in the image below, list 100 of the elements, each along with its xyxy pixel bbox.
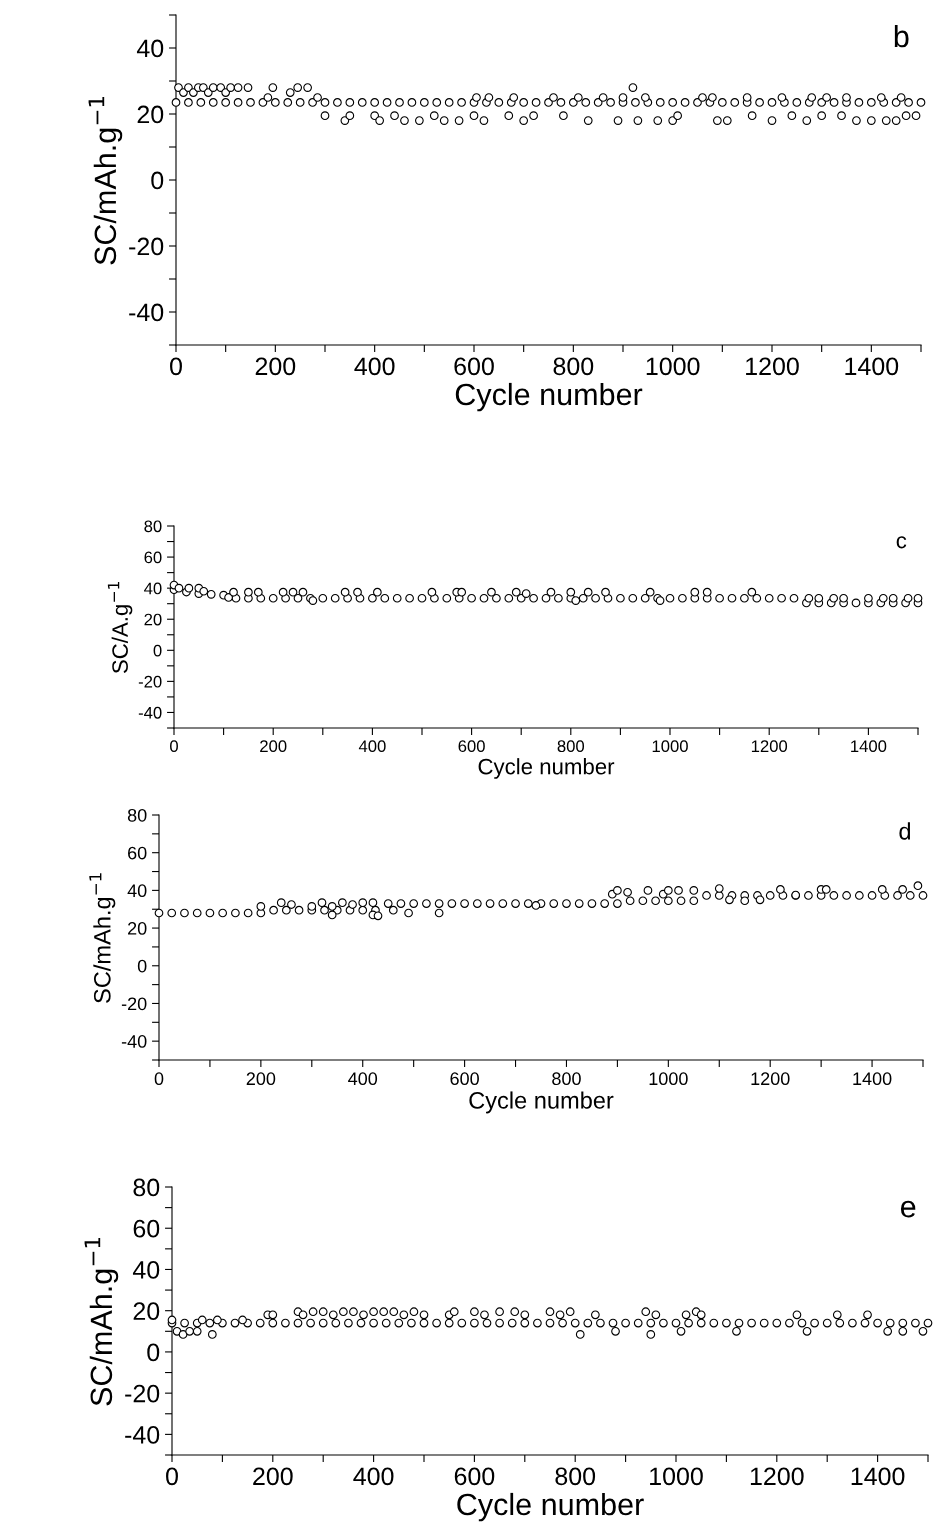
x-tick-label: 800 — [553, 357, 594, 376]
x-tick-label: 1400 — [851, 1467, 905, 1486]
point — [256, 902, 266, 911]
y-tick-label: 0 — [137, 959, 147, 973]
point — [328, 1310, 338, 1320]
point — [689, 886, 699, 895]
point — [747, 587, 757, 597]
y-tick-label: 40 — [132, 1261, 160, 1279]
point — [566, 587, 576, 597]
annotation: d — [899, 822, 911, 840]
x-tick-label: 200 — [260, 740, 287, 753]
y-tick-label: -40 — [129, 303, 164, 322]
point — [457, 587, 467, 597]
point — [883, 1326, 893, 1336]
point — [792, 1310, 802, 1320]
x-axis-title: Cycle number — [455, 382, 643, 412]
y-tick-label: 40 — [136, 39, 164, 58]
point — [470, 1307, 479, 1317]
point — [732, 1326, 741, 1336]
y-tick-label: 20 — [144, 613, 162, 626]
y-axis-title: SC/A.g$^{−1}$ — [107, 582, 133, 674]
point — [545, 1307, 555, 1317]
x-tick-label: 1000 — [652, 740, 688, 753]
x-tick-label: 1400 — [851, 740, 887, 753]
y-axis-title: SC/mAh.g$^{−1}$ — [89, 873, 116, 1003]
point — [480, 1310, 489, 1320]
point — [338, 898, 347, 907]
x-tick-label: 0 — [166, 1467, 178, 1486]
y-tick-label: 40 — [144, 582, 162, 595]
y-tick-label: 20 — [128, 922, 147, 935]
x-tick-label: 400 — [353, 1467, 394, 1486]
point — [327, 902, 337, 911]
y-axis-title: SC/mAh.g$^{−1}$ — [84, 1237, 119, 1406]
point — [207, 1330, 217, 1339]
point — [829, 593, 839, 603]
x-tick-label: 600 — [458, 740, 485, 753]
x-tick-label: 1400 — [853, 1072, 892, 1086]
y-tick-label: 80 — [133, 1178, 160, 1197]
point — [427, 587, 437, 597]
point — [676, 1326, 686, 1336]
point — [298, 587, 308, 597]
point — [714, 884, 724, 893]
x-tick-label: 1200 — [751, 740, 788, 753]
point — [349, 1307, 358, 1317]
point — [531, 901, 541, 910]
y-tick-label: -20 — [121, 997, 147, 1011]
point — [340, 587, 350, 597]
x-axis-title: Cycle number — [457, 1492, 644, 1522]
point — [696, 1310, 706, 1320]
point — [317, 898, 327, 907]
point — [776, 885, 785, 894]
point — [690, 587, 700, 597]
point — [863, 1310, 872, 1320]
point — [611, 1326, 620, 1336]
point — [389, 1307, 399, 1317]
x-tick-label: 1200 — [751, 1072, 790, 1086]
point — [583, 587, 593, 597]
point — [373, 911, 383, 921]
point — [864, 593, 873, 603]
annotation: b — [894, 24, 909, 48]
point — [565, 1307, 575, 1317]
point — [898, 1326, 908, 1336]
point — [511, 587, 521, 597]
point — [903, 593, 913, 603]
point — [369, 1307, 378, 1317]
y-tick-label: 20 — [137, 105, 164, 124]
x-tick-label: 1200 — [746, 357, 799, 376]
y-tick-label: 60 — [133, 1219, 160, 1238]
x-tick-label: 800 — [555, 1467, 596, 1486]
x-tick-label: 200 — [255, 357, 296, 376]
point — [601, 587, 610, 597]
point — [546, 587, 556, 597]
y-tick-label: -20 — [125, 1384, 160, 1403]
x-tick-label: 1000 — [650, 1467, 703, 1486]
point — [646, 1330, 656, 1339]
point — [318, 1307, 328, 1317]
point — [404, 908, 413, 918]
point — [623, 887, 632, 897]
point — [353, 587, 362, 597]
point — [520, 1310, 530, 1320]
point — [358, 898, 368, 907]
point — [298, 1310, 308, 1320]
x-tick-label: 1000 — [646, 357, 700, 376]
x-tick-label: 800 — [552, 1072, 581, 1086]
y-tick-label: 60 — [128, 846, 147, 860]
point — [419, 1310, 429, 1320]
point — [814, 593, 824, 603]
point — [307, 902, 317, 911]
point — [368, 898, 378, 907]
point — [575, 1330, 585, 1339]
x-tick-label: 400 — [354, 357, 395, 376]
annotation: c — [896, 536, 907, 549]
point — [224, 593, 233, 602]
point — [521, 589, 531, 598]
y-tick-label: 60 — [144, 551, 162, 564]
point — [348, 900, 357, 909]
point — [651, 1310, 661, 1320]
x-tick-label: 0 — [170, 740, 178, 753]
x-tick-label: 200 — [246, 1072, 276, 1086]
point — [674, 886, 683, 895]
